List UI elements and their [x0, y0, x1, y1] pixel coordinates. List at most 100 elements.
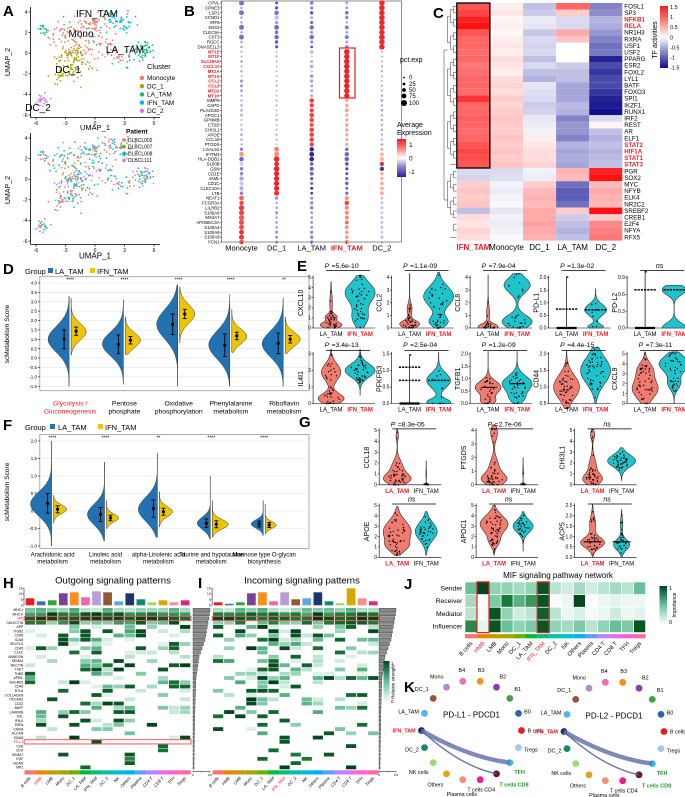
- svg-text:0.5: 0.5: [31, 491, 38, 496]
- svg-text:****: ****: [175, 278, 183, 284]
- svg-text:MIF: MIF: [17, 617, 23, 621]
- svg-text:=2.7e-06: =2.7e-06: [495, 421, 522, 428]
- svg-text:3: 3: [570, 450, 573, 456]
- svg-text:Pentose: Pentose: [112, 401, 137, 408]
- svg-text:-2: -2: [23, 198, 28, 204]
- svg-text:TFH: TFH: [657, 771, 668, 777]
- svg-text:HMB: HMB: [33, 776, 43, 787]
- svg-text:=2.5e-04: =2.5e-04: [410, 342, 437, 349]
- svg-text:SEMA4: SEMA4: [12, 659, 24, 663]
- svg-text:LA_TAM: LA_TAM: [634, 332, 657, 338]
- svg-text:1.0: 1.0: [31, 474, 38, 479]
- svg-text:4: 4: [622, 362, 625, 368]
- svg-text:P: P: [560, 263, 565, 270]
- svg-text:75: 75: [409, 94, 416, 100]
- svg-text:-4: -4: [23, 92, 28, 98]
- svg-text:=7.9e-04: =7.9e-04: [489, 263, 516, 270]
- svg-text:S100A6: S100A6: [204, 210, 220, 215]
- svg-text:ELF1: ELF1: [624, 135, 639, 142]
- svg-text:4: 4: [471, 514, 474, 520]
- svg-text:TGFB1: TGFB1: [455, 367, 462, 390]
- svg-text:ns: ns: [408, 497, 416, 504]
- svg-text:NK: NK: [113, 775, 121, 784]
- svg-text:RXRA: RXRA: [624, 36, 642, 43]
- svg-text:LILRB2: LILRB2: [205, 205, 220, 210]
- svg-text:6: 6: [153, 248, 156, 254]
- svg-text:B2: B2: [500, 675, 507, 681]
- svg-text:0: 0: [209, 604, 211, 608]
- svg-text:1: 1: [471, 469, 474, 475]
- svg-text:NK cells: NK cells: [409, 770, 429, 776]
- svg-text:6: 6: [153, 121, 156, 127]
- svg-text:IFN_TAM: IFN_TAM: [535, 730, 558, 736]
- svg-text:-1.0: -1.0: [29, 544, 37, 549]
- svg-text:P: P: [391, 421, 396, 428]
- svg-text:2.0: 2.0: [539, 275, 546, 281]
- svg-text:SREBF2: SREBF2: [624, 208, 649, 215]
- svg-text:F: F: [3, 417, 12, 434]
- svg-text:1.0: 1.0: [565, 534, 572, 540]
- svg-text:IFN_TAM: IFN_TAM: [76, 9, 118, 20]
- svg-text:TIGIT: TIGIT: [15, 668, 24, 672]
- svg-text:Others: Others: [427, 783, 443, 789]
- svg-text:metabolism: metabolism: [143, 560, 174, 566]
- svg-text:0: 0: [387, 326, 390, 332]
- svg-text:MHC-II: MHC-II: [13, 612, 24, 616]
- svg-text:CLEC: CLEC: [14, 651, 24, 655]
- svg-text:0: 0: [378, 773, 380, 777]
- svg-text:IFN_TAM: IFN_TAM: [331, 244, 363, 253]
- svg-text:MT1G: MT1G: [208, 88, 221, 93]
- svg-text:2: 2: [308, 306, 311, 312]
- svg-text:IFN_TAM: IFN_TAM: [661, 332, 685, 338]
- svg-text:1.0: 1.0: [382, 368, 389, 374]
- svg-text:MMP9: MMP9: [207, 98, 220, 103]
- svg-text:3: 3: [622, 372, 625, 378]
- svg-text:Mono: Mono: [54, 775, 65, 787]
- svg-text:LA_TAM: LA_TAM: [398, 709, 419, 715]
- svg-text:-6: -6: [23, 239, 28, 245]
- svg-text:1.5: 1.5: [565, 524, 572, 530]
- svg-text:CD6: CD6: [17, 744, 24, 748]
- svg-text:AXL: AXL: [17, 715, 24, 719]
- svg-text:Oxidative: Oxidative: [165, 401, 194, 408]
- svg-text:MPZ: MPZ: [16, 766, 23, 770]
- svg-text:LA_TAM: LA_TAM: [320, 408, 343, 414]
- svg-text:0.0: 0.0: [461, 401, 468, 407]
- svg-text:PARs: PARs: [15, 723, 24, 727]
- svg-text:GSN: GSN: [210, 166, 219, 171]
- svg-text:S100A9: S100A9: [204, 235, 220, 240]
- svg-text:Tregs: Tregs: [667, 749, 681, 755]
- svg-text:LA_TAM: LA_TAM: [482, 489, 506, 495]
- svg-text:scMetabolism Score: scMetabolism Score: [4, 304, 11, 363]
- svg-text:DC_2: DC_2: [98, 775, 109, 787]
- svg-text:Linoleic acid: Linoleic acid: [89, 553, 122, 559]
- svg-text:CREB1: CREB1: [624, 215, 645, 222]
- svg-text:1.0: 1.0: [539, 300, 546, 306]
- svg-text:CCL2: CCL2: [377, 294, 384, 312]
- svg-text:metabolism: metabolism: [196, 560, 227, 566]
- svg-text:2: 2: [308, 368, 311, 374]
- svg-text:IFN_TAM: IFN_TAM: [504, 408, 530, 414]
- svg-text:ns: ns: [505, 497, 513, 504]
- svg-text:EGF: EGF: [16, 757, 23, 761]
- svg-text:2: 2: [387, 300, 390, 306]
- svg-text:3: 3: [123, 121, 126, 127]
- svg-text:NCAM: NCAM: [13, 761, 23, 765]
- svg-text:B2: B2: [642, 676, 649, 682]
- svg-text:ESR2: ESR2: [624, 63, 641, 70]
- svg-text:1: 1: [465, 313, 468, 319]
- svg-text:APOC1: APOC1: [205, 113, 220, 118]
- svg-text:IRF2: IRF2: [624, 116, 638, 123]
- svg-text:CST3: CST3: [209, 35, 221, 40]
- svg-text:LA_TAM: LA_TAM: [477, 408, 500, 414]
- svg-text:Mono: Mono: [430, 675, 444, 681]
- svg-text:10: 10: [19, 592, 23, 596]
- svg-text:4: 4: [25, 136, 28, 142]
- svg-text:Mannose type O-glycan: Mannose type O-glycan: [233, 553, 296, 559]
- svg-text:CD22: CD22: [15, 702, 24, 706]
- svg-text:LA_TAM: LA_TAM: [555, 332, 578, 338]
- svg-text:0: 0: [409, 76, 413, 82]
- svg-text:A: A: [3, 3, 14, 20]
- svg-text:NFYA: NFYA: [624, 228, 641, 235]
- svg-text:Mediator: Mediator: [436, 611, 463, 618]
